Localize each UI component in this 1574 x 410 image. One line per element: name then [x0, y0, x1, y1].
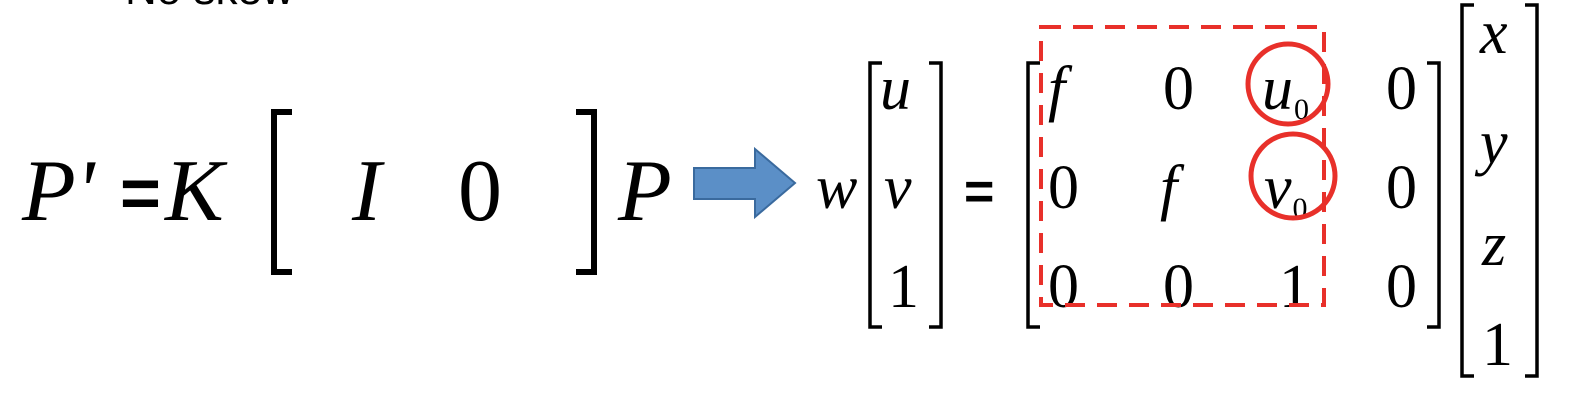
- bracket-right-i0: [576, 109, 597, 275]
- right-arrow-icon: [693, 146, 797, 220]
- highlight-circle-v0: [1248, 131, 1338, 221]
- u0-base: u: [1262, 55, 1293, 123]
- matrix-cell-r3c1: 0: [1048, 253, 1079, 321]
- bracket-left-uvw: [868, 61, 882, 329]
- matrix-cell-r2c4: 0: [1386, 154, 1417, 222]
- slide-heading: No skew: [125, 0, 294, 12]
- lhs-i: I: [352, 143, 382, 240]
- xyz-x: x: [1480, 0, 1508, 67]
- lhs-k: K: [165, 143, 224, 240]
- uvw-v: v: [884, 154, 912, 222]
- highlight-circle-u0: [1245, 41, 1331, 127]
- bracket-right-uvw: [929, 61, 943, 329]
- matrix-cell-r3c3: 1: [1279, 253, 1310, 321]
- matrix-cell-r1c2: 0: [1163, 55, 1194, 123]
- u0-subscript: 0: [1294, 93, 1309, 126]
- matrix-cell-r3c2: 0: [1163, 253, 1194, 321]
- xyz-1: 1: [1482, 311, 1513, 379]
- lhs-p-prime: P': [22, 143, 95, 240]
- bracket-left-xyz: [1460, 3, 1474, 378]
- xyz-y: y: [1480, 109, 1508, 177]
- xyz-z: z: [1482, 211, 1507, 279]
- bracket-right-intrinsic: [1427, 61, 1441, 329]
- lhs-p: P: [618, 143, 672, 240]
- uvw-u: u: [880, 55, 911, 123]
- matrix-cell-r2c2: f: [1160, 154, 1178, 222]
- matrix-cell-r1c1: f: [1048, 55, 1066, 123]
- matrix-cell-r2c1: 0: [1048, 154, 1079, 222]
- bracket-right-xyz: [1525, 3, 1539, 378]
- matrix-cell-u0: u0: [1262, 55, 1309, 125]
- uvw-1: 1: [888, 253, 919, 321]
- bracket-left-intrinsic: [1026, 61, 1040, 329]
- lhs-equals: =: [120, 154, 161, 232]
- rhs-equals: =: [964, 163, 995, 221]
- matrix-cell-r1c4: 0: [1386, 55, 1417, 123]
- lhs-zero: 0: [458, 143, 502, 240]
- matrix-cell-r3c4: 0: [1386, 253, 1417, 321]
- highlight-dashed-box: [1039, 25, 1326, 307]
- bracket-left-i0: [271, 109, 292, 275]
- rhs-w: w: [816, 154, 858, 222]
